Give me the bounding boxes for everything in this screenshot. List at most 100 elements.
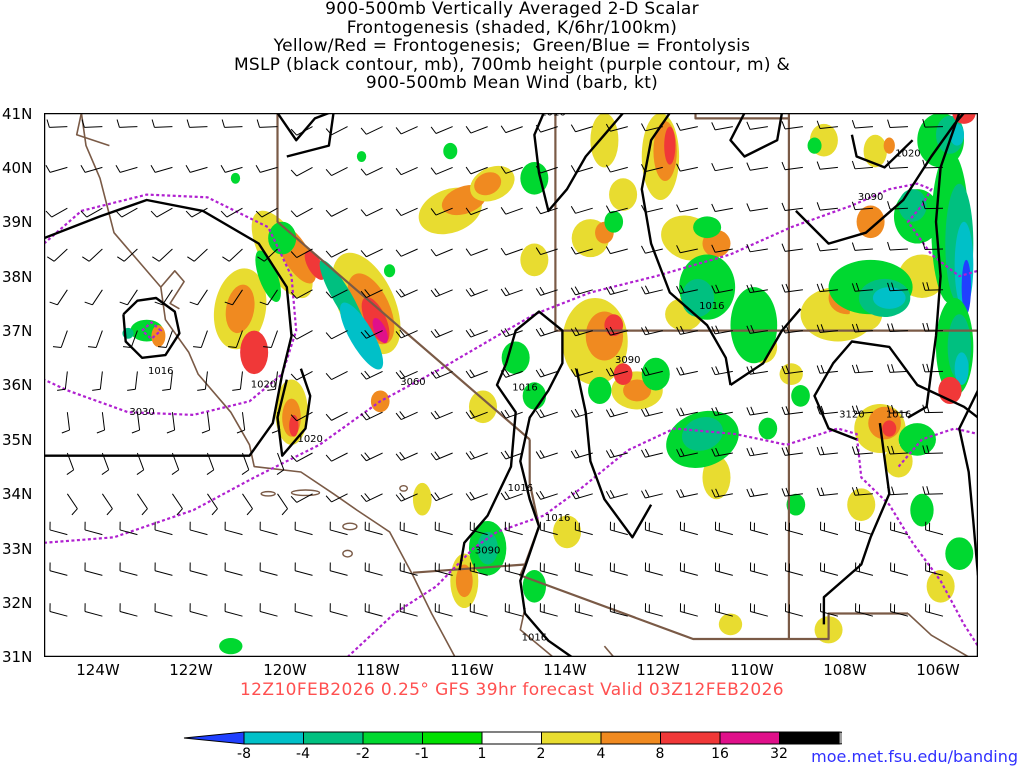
barb-shaft: [101, 493, 113, 510]
mslp-contour: [813, 340, 978, 441]
barb-shaft: [400, 611, 418, 617]
wind-barb: [131, 412, 141, 434]
barb-flag: [926, 486, 930, 495]
shading-cell: [225, 284, 255, 334]
wind-barb: [749, 562, 768, 576]
wind-barb: [259, 289, 278, 306]
barb-shaft: [165, 330, 173, 348]
wind-barb: [364, 603, 383, 617]
wind-barb: [820, 603, 839, 617]
barb-shaft: [189, 570, 208, 576]
barb-shaft: [365, 611, 383, 617]
barb-flag: [539, 368, 545, 376]
wind-barb: [746, 488, 768, 498]
lat-label: 33N: [2, 540, 33, 558]
shading-cell: [443, 142, 458, 160]
wind-barb: [676, 325, 698, 335]
barb-flag: [574, 286, 580, 295]
barb-shaft: [267, 289, 278, 306]
wind-barb: [887, 160, 908, 169]
height-contour: [346, 427, 978, 657]
shading-cell: [641, 357, 670, 391]
barb-flag: [500, 492, 507, 501]
wind-barb: [887, 241, 908, 251]
shading-cell: [255, 250, 281, 302]
state-border: [412, 563, 526, 574]
barb-flag: [504, 409, 510, 418]
barb-shaft: [645, 452, 663, 458]
wind-barb: [711, 447, 733, 457]
wind-barb: [150, 164, 173, 173]
wind-barb: [277, 493, 288, 516]
barb-shaft: [366, 207, 383, 217]
barb-flag: [887, 486, 891, 495]
wind-barb: [749, 603, 768, 617]
shading-cell: [961, 259, 971, 315]
wind-barb: [294, 521, 313, 536]
barb-shaft: [575, 570, 593, 576]
barb-shaft: [330, 529, 348, 536]
barb-flag: [465, 126, 472, 134]
barb-flag: [257, 256, 265, 262]
mslp-contours: [44, 113, 978, 657]
barb-flag: [820, 324, 825, 333]
wind-barb: [364, 521, 383, 536]
barb-shaft: [134, 371, 138, 390]
wind-barb: [816, 242, 838, 252]
wind-barb: [644, 603, 663, 617]
barb-shaft: [680, 611, 698, 617]
barb-flag: [504, 287, 510, 295]
barb-flag: [430, 289, 437, 297]
wind-barb: [395, 207, 418, 216]
barb-flag: [465, 248, 472, 256]
wind-barb: [136, 493, 148, 516]
colorbar-bin: [600, 731, 661, 745]
wind-barb: [851, 405, 873, 415]
wind-barb: [185, 207, 208, 218]
shading-cell: [356, 151, 367, 162]
wind-barb: [504, 521, 523, 536]
barb-shaft: [540, 611, 558, 617]
barb-shaft: [296, 166, 313, 177]
barb-shaft: [575, 248, 593, 255]
mslp-label: 1016: [148, 366, 173, 377]
barb-flag: [71, 508, 78, 516]
state-border: [519, 564, 908, 641]
barb-flag: [162, 388, 171, 391]
wind-barb: [605, 449, 628, 459]
height-label: 3090: [858, 192, 883, 203]
mslp-label: 1016: [522, 633, 547, 644]
barb-flag: [711, 203, 716, 212]
barb-flag: [851, 446, 856, 455]
wind-barb: [193, 330, 208, 349]
barb-flag: [360, 290, 367, 298]
shading-cell: [898, 423, 936, 456]
barb-shaft: [435, 207, 453, 216]
shading-cell: [304, 250, 326, 280]
barb-shaft: [296, 411, 313, 422]
wind-barb: [676, 122, 698, 131]
barb-flag: [504, 328, 510, 336]
barb-flag: [746, 203, 751, 212]
wind-barb: [360, 493, 383, 503]
wind-barb: [189, 521, 208, 536]
barb-flag: [395, 494, 402, 502]
barb-shaft: [331, 166, 348, 177]
barb-flag: [680, 448, 685, 457]
barb-flag: [922, 363, 926, 373]
wind-barb: [276, 452, 285, 475]
barb-flag: [641, 449, 646, 458]
barb-flag: [781, 202, 786, 211]
barb-shaft: [169, 371, 173, 390]
barb-shaft: [610, 452, 628, 459]
barb-shaft: [242, 493, 253, 510]
colorbar-bin: [660, 731, 721, 745]
barb-flag: [785, 487, 790, 496]
barb-flag: [276, 469, 285, 475]
barb-flag: [644, 448, 650, 457]
wind-barb: [641, 245, 663, 254]
wind-barb: [360, 411, 383, 421]
wind-barb: [84, 603, 103, 617]
barb-flag: [605, 491, 611, 499]
barb-shaft: [819, 370, 838, 374]
